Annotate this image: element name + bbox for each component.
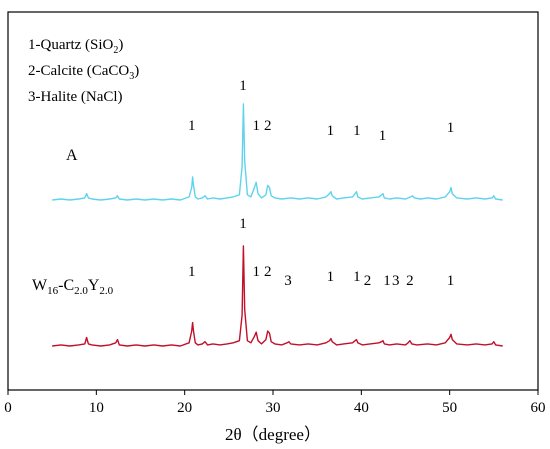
x-tick-label: 10 <box>89 400 104 416</box>
x-tick-label: 40 <box>354 400 369 416</box>
peak-label: 2 <box>364 273 372 289</box>
peak-label: 3 <box>392 273 400 289</box>
sample-label-2: W16-C2.0Y2.0 <box>32 277 114 297</box>
peak-label: 2 <box>264 264 272 280</box>
sample-label-1: A <box>66 147 78 164</box>
peak-label: 1 <box>252 264 260 280</box>
x-tick-label: 50 <box>442 400 457 416</box>
peak-label: 1 <box>327 269 335 285</box>
x-tick-label: 30 <box>266 400 281 416</box>
legend-entry: 3-Halite (NaCl) <box>28 89 123 105</box>
peak-label: 3 <box>284 273 292 289</box>
peak-label: 1 <box>239 216 247 232</box>
peak-label: 2 <box>406 273 414 289</box>
x-axis-title: 2θ（degree） <box>225 425 321 444</box>
peak-label: 1 <box>353 269 361 285</box>
peak-label: 1 <box>353 123 361 139</box>
x-tick-label: 60 <box>531 400 546 416</box>
legend: 1-Quartz (SiO2) 2-Calcite (CaCO3) 3-Halite… <box>28 37 139 105</box>
x-tick-label: 0 <box>4 400 12 416</box>
legend-entry: 1-Quartz (SiO2) <box>28 37 123 56</box>
series-line-1 <box>52 103 503 201</box>
x-axis: 0 10 20 30 40 50 60 <box>4 390 546 416</box>
peak-label: 1 <box>252 118 260 134</box>
peak-label: 2 <box>264 118 272 134</box>
peak-label: 1 <box>327 123 335 139</box>
sample-labels: A W16-C2.0Y2.0 <box>32 147 114 297</box>
series-line-2 <box>52 245 503 347</box>
peak-label: 1 <box>447 120 455 136</box>
peak-label: 1 <box>239 78 247 94</box>
x-tick-label: 20 <box>177 400 192 416</box>
peak-label: 1 <box>383 273 391 289</box>
peak-label: 1 <box>447 273 455 289</box>
peak-label: 1 <box>188 264 196 280</box>
peak-label: 1 <box>188 118 196 134</box>
peak-label: 1 <box>379 128 387 144</box>
legend-entry: 2-Calcite (CaCO3) <box>28 63 139 82</box>
series-traces <box>52 103 503 347</box>
